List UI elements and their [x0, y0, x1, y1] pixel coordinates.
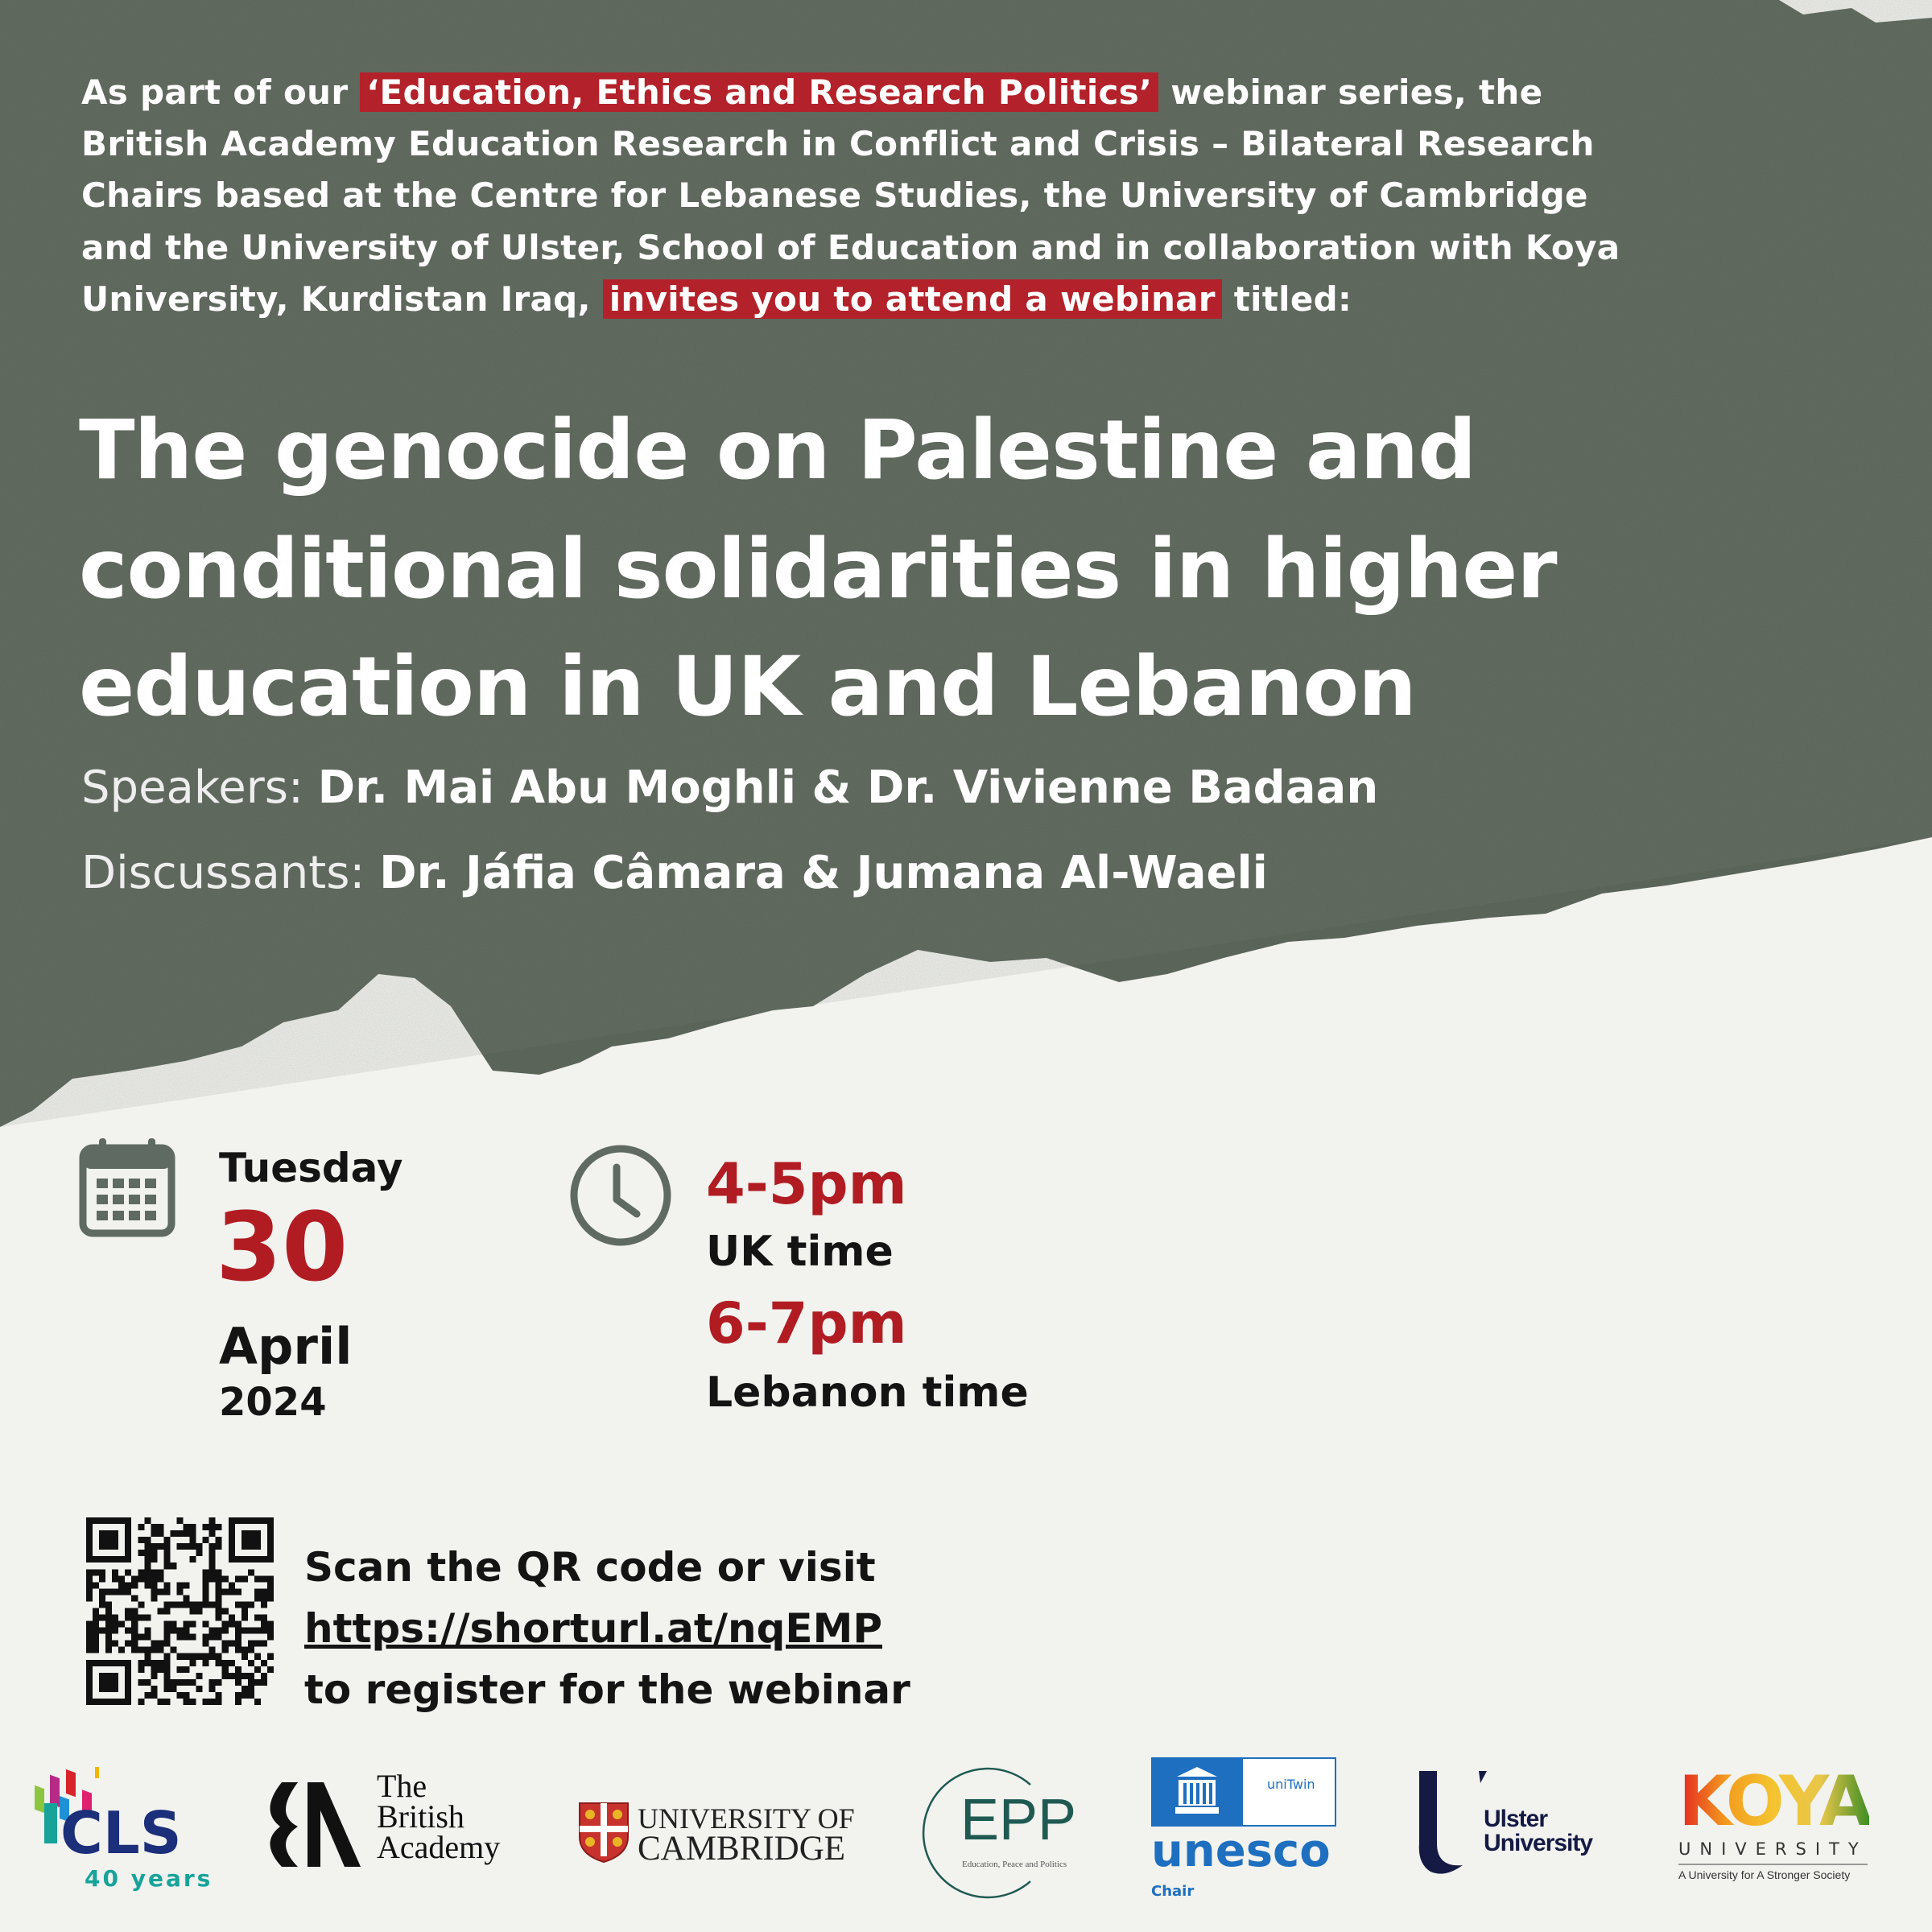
epp-sub: Education, Peace and Politics: [962, 1860, 1067, 1869]
lebanon-time: 6-7pm: [706, 1290, 907, 1356]
unitwin-text: uniTwin: [1267, 1777, 1315, 1792]
uk-time: 4-5pm: [706, 1151, 907, 1217]
epp-logo: EPP Education, Peace and Politics: [922, 1765, 1099, 1901]
speakers-label: Speakers:: [81, 762, 318, 814]
intro-line-2: British Academy Education Research in Co…: [81, 124, 1595, 163]
koya-line2: UNIVERSITY: [1678, 1839, 1868, 1865]
ba-line1: The: [377, 1768, 427, 1804]
epp-ring: [922, 1767, 1031, 1899]
speakers: Speakers: Dr. Mai Abu Moghli & Dr. Vivie…: [81, 762, 1378, 814]
intro-text: titled:: [1221, 279, 1352, 319]
date-month: April: [219, 1317, 353, 1376]
koya-logo: KOYA UNIVERSITY A University for A Stron…: [1678, 1761, 1888, 1889]
unesco-logo: uniTwin unesco Chair: [1151, 1757, 1344, 1902]
register-note: to register for the webinar: [304, 1666, 910, 1713]
discussants-names: Dr. Jáfia Câmara & Jumana Al-Waeli: [379, 847, 1268, 899]
date-year: 2024: [219, 1380, 327, 1425]
ulster-line1: Ulster: [1484, 1806, 1548, 1832]
unitwin-panel: uniTwin: [1243, 1759, 1335, 1825]
date-day: 30: [216, 1191, 349, 1302]
cls-logo-mark: [35, 1767, 99, 1843]
cls-logo: CLS 40 years: [24, 1751, 225, 1896]
register-instruction: Scan the QR code or visit: [304, 1544, 876, 1591]
title-line-3: education in UK and Lebanon: [79, 639, 1417, 735]
intro-line-4: and the University of Ulster, School of …: [81, 228, 1620, 267]
cambridge-line2: CAMBRIDGE: [638, 1830, 846, 1868]
ulster-line2: University: [1484, 1830, 1593, 1856]
british-academy-mark: [270, 1782, 361, 1867]
ba-line2: British: [377, 1798, 464, 1835]
cambridge-line1: UNIVERSITY OF: [638, 1802, 855, 1835]
cambridge-crest: [579, 1802, 629, 1864]
epp-name: EPP: [960, 1788, 1077, 1852]
unesco-temple-icon: [1175, 1767, 1219, 1814]
intro-text: University, Kurdistan Iraq,: [81, 279, 603, 319]
uk-time-label: UK time: [706, 1228, 894, 1276]
discussants: Discussants: Dr. Jáfia Câmara & Jumana A…: [81, 847, 1268, 899]
register-link[interactable]: https://shorturl.at/nqEMP: [304, 1605, 882, 1652]
clock-icon: [570, 1145, 671, 1246]
title-line-2: conditional solidarities in higher: [79, 522, 1558, 617]
intro-line-1: As part of our ‘Education, Ethics and Re…: [81, 72, 1542, 112]
date-weekday: Tuesday: [219, 1145, 403, 1191]
qr-modules: [86, 1517, 274, 1705]
calendar-icon: [79, 1138, 175, 1237]
intro-line-5: University, Kurdistan Iraq, invites you …: [81, 279, 1352, 319]
intro-text: webinar series, the: [1158, 72, 1543, 112]
koya-tagline: A University for A Stronger Society: [1678, 1868, 1851, 1881]
ba-line3: Academy: [377, 1829, 501, 1865]
ulster-logo: Ulster University: [1413, 1767, 1622, 1880]
british-academy-logo: The British Academy: [266, 1768, 523, 1884]
series-highlight: ‘Education, Ethics and Research Politics…: [360, 72, 1159, 112]
intro-text: As part of our: [81, 72, 361, 112]
intro-line-3: Chairs based at the Centre for Lebanese …: [81, 175, 1588, 215]
invite-highlight: invites you to attend a webinar: [602, 279, 1222, 319]
unesco-banner: uniTwin: [1151, 1757, 1336, 1827]
speakers-names: Dr. Mai Abu Moghli & Dr. Vivienne Badaan: [317, 762, 1379, 814]
unesco-sub: Chair: [1151, 1883, 1195, 1900]
qr-code[interactable]: [86, 1517, 274, 1705]
koya-name: KOYA: [1678, 1761, 1872, 1842]
cls-sub: 40 years: [85, 1865, 213, 1892]
lebanon-time-label: Lebanon time: [706, 1368, 1029, 1417]
title-line-1: The genocide on Palestine and: [79, 402, 1476, 498]
unesco-name: unesco: [1151, 1825, 1331, 1877]
ulster-u-mark: [1418, 1771, 1487, 1874]
cls-name: CLS: [60, 1799, 182, 1867]
discussants-label: Discussants:: [81, 847, 380, 899]
cambridge-logo: UNIVERSITY OF CAMBRIDGE: [578, 1802, 876, 1866]
